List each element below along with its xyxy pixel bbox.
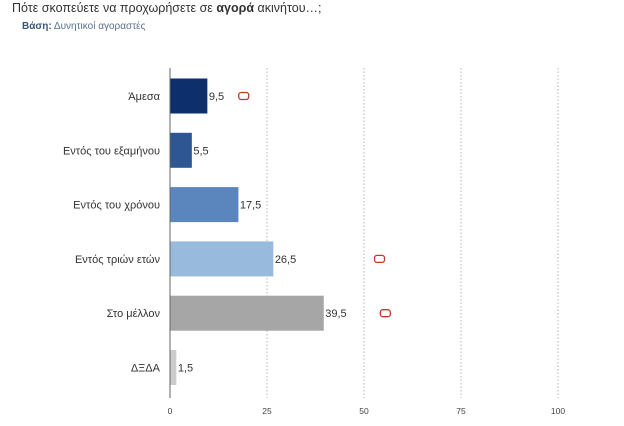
- title-bold: αγορά: [216, 1, 255, 15]
- bar-2: [170, 132, 192, 168]
- annotation-marker-2: [373, 254, 386, 264]
- value-label-3: 17,5: [240, 200, 261, 212]
- value-label-4: 26,5: [275, 254, 296, 266]
- tick-label-50: 50: [359, 406, 369, 416]
- tick-label-100: 100: [551, 406, 565, 416]
- bar-6: [170, 350, 177, 385]
- category-label-3: Εντός του χρόνου: [73, 200, 160, 212]
- title-post: ακινήτου…;: [254, 1, 322, 15]
- tick-label-75: 75: [456, 406, 466, 416]
- bar-4: [170, 241, 274, 277]
- value-label-6: 1,5: [178, 363, 193, 375]
- base-value: Δυνητικοί αγοραστές: [51, 21, 146, 32]
- category-label-2: Εντός του εξαμήνου: [63, 145, 160, 157]
- value-label-1: 9,5: [209, 91, 224, 103]
- category-label-5: Στο μέλλον: [107, 308, 161, 320]
- bar-5: [170, 295, 324, 331]
- chart-title: Πότε σκοπεύετε να προχωρήσετε σε αγορά α…: [12, 1, 322, 15]
- category-label-4: Εντός τριών ετών: [75, 254, 161, 266]
- category-label-1: Άμεσα: [128, 91, 160, 103]
- base-note: Βάση: Δυνητικοί αγοραστές: [22, 21, 145, 32]
- bar-1: [170, 78, 208, 114]
- base-label: Βάση:: [22, 21, 52, 32]
- category-label-6: ΔΞΔΑ: [131, 363, 161, 375]
- tick-label-0: 0: [168, 406, 173, 416]
- tick-label-25: 25: [262, 406, 272, 416]
- value-label-2: 5,5: [193, 145, 208, 157]
- bar-3: [170, 187, 239, 223]
- annotation-marker-3: [379, 309, 391, 318]
- annotation-marker-1: [238, 91, 250, 101]
- value-label-5: 39,5: [325, 308, 346, 320]
- title-pre: Πότε σκοπεύετε να προχωρήσετε σε: [12, 1, 217, 15]
